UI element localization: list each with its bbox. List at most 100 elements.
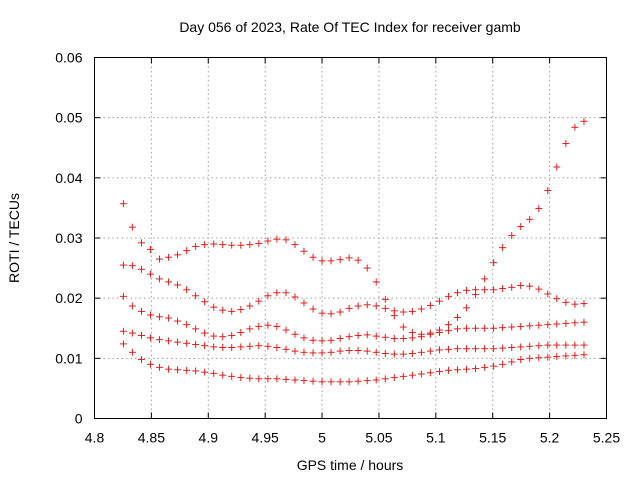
data-point — [417, 348, 425, 356]
data-point — [435, 297, 443, 305]
data-point — [354, 347, 362, 355]
data-point — [508, 323, 516, 331]
x-tick-label: 4.85 — [138, 430, 165, 446]
data-point — [327, 348, 335, 356]
data-point — [499, 344, 507, 352]
data-point — [426, 330, 434, 338]
data-point — [580, 318, 588, 326]
data-point — [282, 289, 290, 297]
data-point — [490, 259, 498, 267]
data-point — [481, 324, 489, 332]
data-point — [300, 377, 308, 385]
data-point — [399, 334, 407, 342]
chart-title: Day 056 of 2023, Rate Of TEC Index for r… — [179, 19, 521, 35]
data-point — [201, 342, 209, 350]
x-tick-label: 5.2 — [540, 430, 560, 446]
data-point — [291, 376, 299, 384]
data-point — [282, 375, 290, 383]
data-point — [174, 338, 182, 346]
data-point — [562, 341, 570, 349]
data-point — [463, 365, 471, 373]
data-point — [544, 321, 552, 329]
data-point — [246, 374, 254, 382]
data-point — [210, 240, 218, 248]
data-point — [544, 290, 552, 298]
data-point — [508, 232, 516, 240]
data-point — [192, 325, 200, 333]
data-point — [535, 321, 543, 329]
data-point — [372, 376, 380, 384]
data-point — [165, 337, 173, 345]
data-point — [210, 343, 218, 351]
data-point — [183, 366, 191, 374]
data-point — [526, 322, 534, 330]
data-point — [201, 241, 209, 249]
data-point — [562, 352, 570, 360]
y-tick-label: 0.03 — [55, 230, 82, 246]
data-point — [165, 253, 173, 261]
data-point — [571, 341, 579, 349]
data-point — [526, 282, 534, 290]
data-point — [336, 378, 344, 386]
data-point — [327, 336, 335, 344]
data-points — [119, 117, 588, 386]
data-point — [444, 366, 452, 374]
data-point — [146, 270, 154, 278]
data-point — [119, 200, 127, 208]
data-point — [137, 356, 145, 364]
data-point — [535, 205, 543, 213]
data-point — [381, 295, 389, 303]
data-point — [192, 242, 200, 250]
data-point — [246, 302, 254, 310]
data-point — [282, 326, 290, 334]
data-point — [273, 344, 281, 352]
data-point — [336, 308, 344, 316]
data-point — [508, 283, 516, 291]
data-point — [463, 304, 471, 312]
data-point — [399, 372, 407, 380]
data-point — [291, 241, 299, 249]
data-point — [128, 262, 136, 270]
x-tick-label: 5.05 — [365, 430, 392, 446]
data-point — [318, 349, 326, 357]
data-point — [535, 342, 543, 350]
data-point — [201, 329, 209, 337]
data-point — [255, 322, 263, 330]
data-point — [517, 343, 525, 351]
x-axis-label: GPS time / hours — [297, 457, 404, 473]
data-point — [155, 275, 163, 283]
data-point — [264, 375, 272, 383]
data-point — [526, 354, 534, 362]
data-point — [228, 241, 236, 249]
data-point — [309, 349, 317, 357]
data-point — [444, 321, 452, 329]
data-point — [372, 278, 380, 286]
data-point — [291, 330, 299, 338]
data-point — [535, 285, 543, 293]
data-point — [318, 309, 326, 317]
data-point — [481, 286, 489, 294]
data-point — [128, 302, 136, 310]
data-point — [119, 261, 127, 269]
data-point — [228, 344, 236, 352]
data-point — [300, 334, 308, 342]
data-point — [219, 344, 227, 352]
data-point — [354, 256, 362, 264]
data-point — [309, 253, 317, 261]
data-point — [444, 345, 452, 353]
y-tick-label: 0.02 — [55, 290, 82, 306]
data-point — [174, 281, 182, 289]
data-point — [481, 345, 489, 353]
data-point — [219, 371, 227, 379]
data-point — [309, 305, 317, 313]
data-point — [517, 282, 525, 290]
data-point — [426, 301, 434, 309]
data-point — [408, 350, 416, 358]
data-point — [372, 348, 380, 356]
data-point — [363, 264, 371, 272]
data-point — [472, 286, 480, 294]
data-point — [155, 313, 163, 321]
data-point — [165, 314, 173, 322]
data-point — [426, 369, 434, 377]
data-point — [408, 307, 416, 315]
